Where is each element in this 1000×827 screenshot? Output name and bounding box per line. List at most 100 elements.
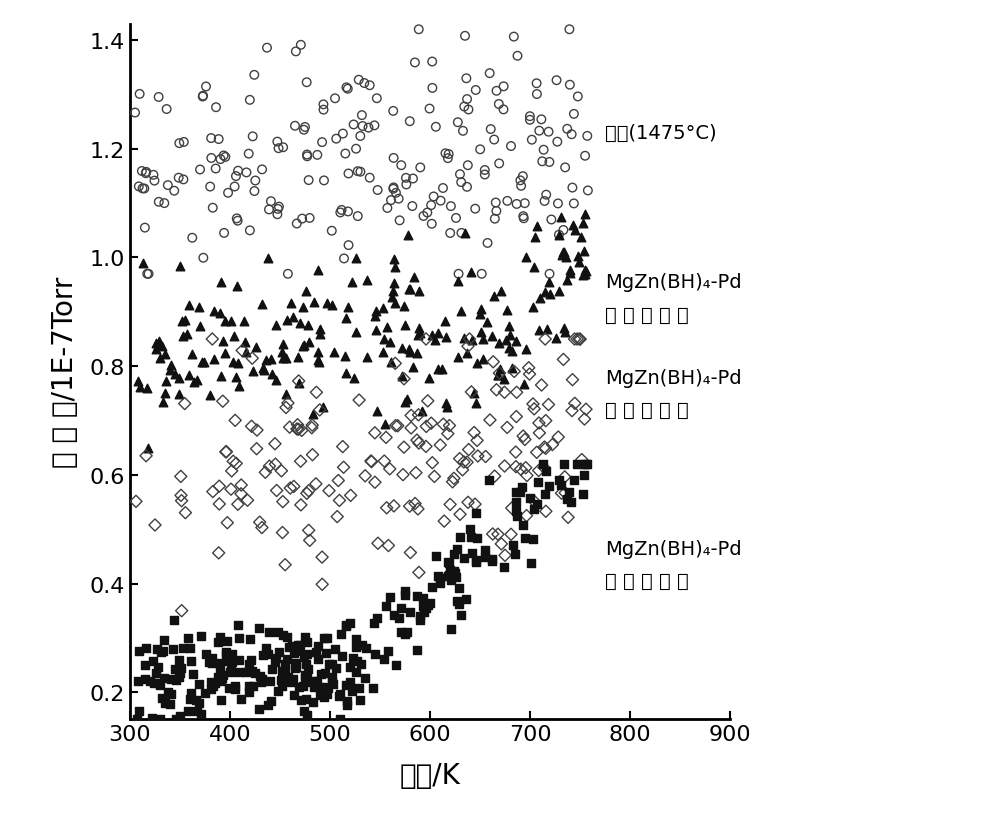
Point [484, 555, 500, 568]
Point [284, 640, 300, 653]
Point [247, 174, 263, 188]
Point [280, 268, 296, 281]
Point [171, 671, 187, 684]
Point [168, 713, 184, 726]
Point [246, 185, 262, 198]
Point [393, 160, 409, 173]
Point [225, 455, 241, 468]
Point [150, 339, 166, 352]
Point [491, 98, 507, 112]
Point [380, 539, 396, 552]
Point [295, 680, 311, 693]
Point [211, 133, 227, 146]
Point [402, 346, 418, 359]
Point [484, 553, 500, 566]
Point [537, 333, 553, 347]
Point [515, 170, 531, 184]
Point [193, 708, 209, 721]
Point [245, 679, 261, 692]
Point [475, 353, 491, 366]
Point [308, 478, 324, 491]
Point [445, 476, 461, 489]
Point [290, 418, 306, 432]
Point [388, 419, 404, 433]
Point [492, 363, 508, 376]
Point [135, 257, 151, 270]
Point [460, 340, 476, 353]
Point [415, 600, 431, 613]
Point [304, 448, 320, 461]
Point [189, 374, 205, 387]
Point [446, 472, 462, 485]
Point [138, 450, 154, 463]
Point [468, 506, 484, 519]
Point [335, 128, 351, 141]
Point [293, 39, 309, 52]
Point [342, 676, 358, 689]
Point [573, 232, 589, 245]
Point [289, 218, 305, 231]
Point [420, 599, 436, 612]
Point [202, 389, 218, 402]
Point [452, 452, 468, 466]
Point [260, 648, 276, 661]
Point [283, 297, 299, 310]
Point [397, 395, 413, 409]
Point [141, 268, 157, 281]
Point [463, 531, 479, 544]
Point [262, 675, 278, 688]
Point [531, 417, 547, 430]
Point [483, 123, 499, 136]
Point [453, 176, 469, 189]
Point [432, 571, 448, 585]
Point [142, 674, 158, 687]
Point [509, 386, 525, 399]
Point [192, 319, 208, 332]
Point [273, 674, 289, 687]
Point [167, 662, 183, 676]
Point [549, 74, 565, 88]
Point [411, 24, 427, 37]
Point [297, 630, 313, 643]
Point [562, 267, 578, 280]
Point [271, 201, 287, 214]
Point [538, 189, 554, 202]
Point [264, 662, 280, 676]
Point [367, 310, 383, 323]
Point [275, 141, 291, 155]
Point [412, 327, 428, 341]
Point [477, 165, 493, 178]
Point [386, 500, 402, 513]
Point [340, 168, 356, 181]
Point [348, 633, 364, 646]
Point [485, 528, 501, 541]
Point [577, 208, 593, 222]
Point [194, 356, 210, 370]
Point [534, 155, 550, 169]
Point [138, 642, 154, 655]
Point [386, 152, 402, 165]
Point [321, 657, 337, 671]
Point [424, 218, 440, 231]
Point [356, 77, 372, 90]
Point [314, 551, 330, 564]
Point [383, 194, 399, 208]
Point [565, 218, 581, 232]
Point [274, 346, 290, 359]
Point [536, 441, 552, 454]
Point [191, 301, 207, 314]
Point [180, 631, 196, 644]
Point [313, 667, 329, 681]
Point [212, 631, 228, 644]
Point [274, 680, 290, 693]
Point [160, 686, 176, 699]
Point [240, 494, 256, 507]
Point [217, 347, 233, 360]
Point [175, 330, 191, 343]
Point [188, 694, 204, 707]
Text: 纯钯(1475°C): 纯钯(1475°C) [605, 124, 717, 143]
Point [193, 629, 209, 643]
Point [382, 591, 398, 605]
Point [473, 326, 489, 339]
Point [468, 556, 484, 569]
